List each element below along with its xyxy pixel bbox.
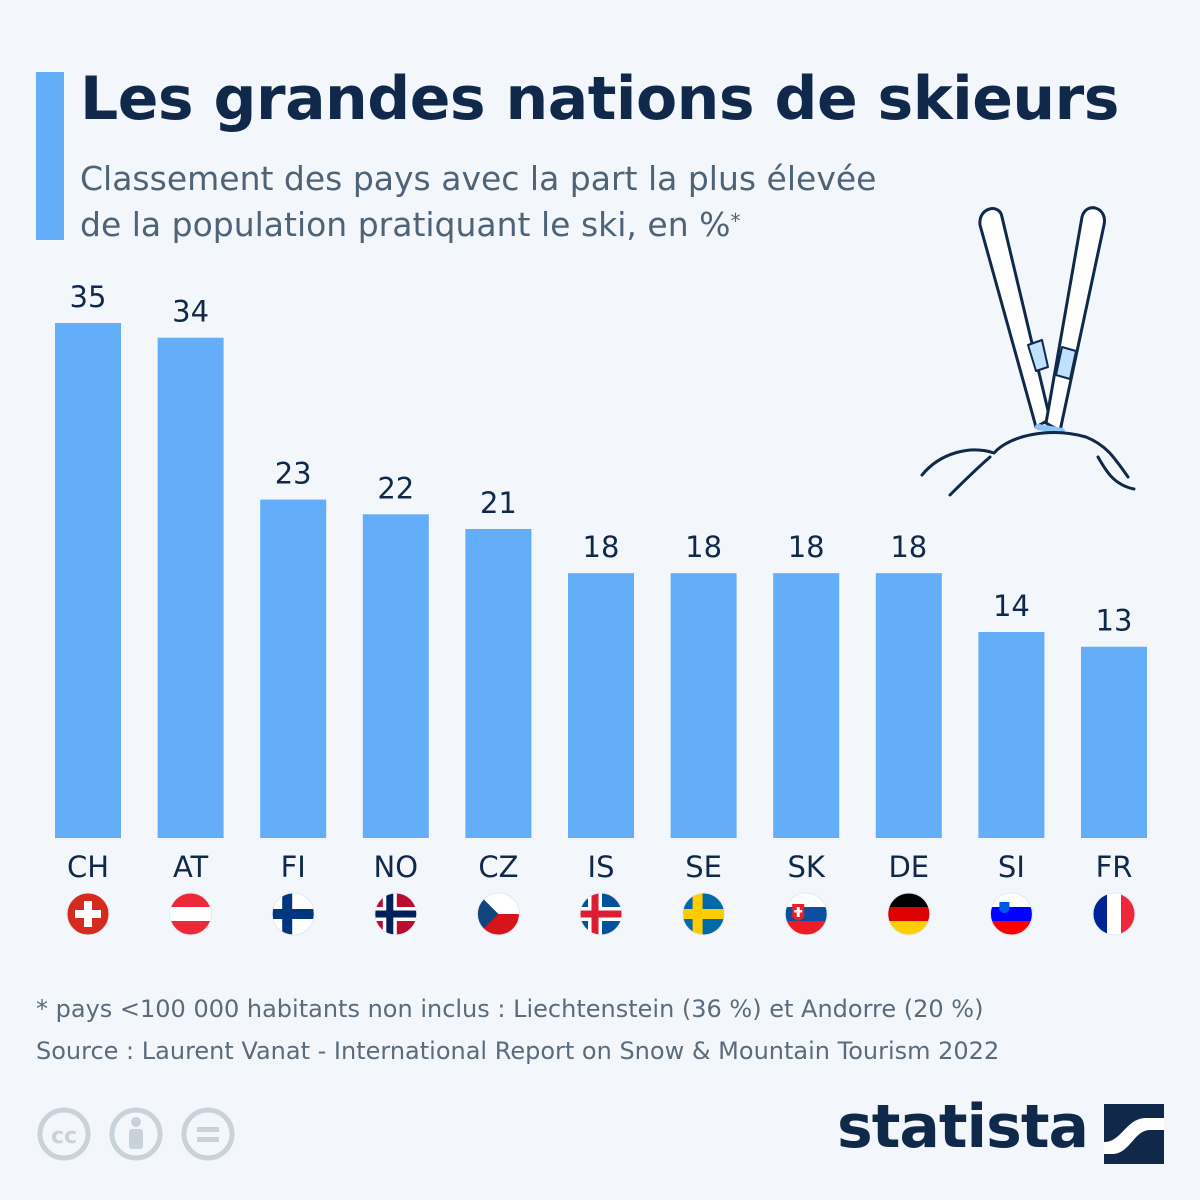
license-icons: cc xyxy=(37,1107,235,1161)
data-label-cz: 21 xyxy=(480,486,517,520)
data-label-no: 22 xyxy=(377,471,414,505)
bar-at xyxy=(157,337,224,838)
statista-wordmark[interactable]: statista xyxy=(836,1092,1089,1162)
data-label-de: 18 xyxy=(890,530,927,564)
flag-austria-icon xyxy=(169,892,213,936)
subtitle-line-2: de la population pratiquant le ski, en %… xyxy=(80,202,980,248)
data-label-at: 34 xyxy=(172,295,209,329)
bar-no xyxy=(362,514,429,838)
svg-text:cc: cc xyxy=(51,1124,77,1149)
data-label-fr: 13 xyxy=(1096,604,1133,638)
bar-si xyxy=(978,632,1045,838)
flag-iceland-icon xyxy=(579,892,623,936)
page-title: Les grandes nations de skieurs xyxy=(80,64,1119,134)
tick-label-se: SE xyxy=(685,850,722,884)
tick-label-ch: CH xyxy=(67,850,109,884)
bar-is xyxy=(568,573,634,838)
flag-norway-icon xyxy=(374,892,418,936)
cc-icon[interactable]: cc xyxy=(37,1107,91,1161)
footnote-block: * pays <100 000 habitants non inclus : L… xyxy=(36,988,1176,1072)
tick-label-at: AT xyxy=(173,850,209,884)
bar-cz xyxy=(465,529,532,838)
flag-sweden-icon xyxy=(682,892,726,936)
tick-label-sk: SK xyxy=(787,850,825,884)
subtitle-line-1: Classement des pays avec la part la plus… xyxy=(80,159,877,198)
flag-slovakia-icon xyxy=(784,892,828,936)
attribution-icon[interactable] xyxy=(109,1107,163,1161)
statista-logo-icon[interactable] xyxy=(1104,1104,1164,1164)
bar-se xyxy=(670,573,737,838)
flag-switzerland-icon xyxy=(66,892,110,936)
data-label-is: 18 xyxy=(583,530,620,564)
bar-de xyxy=(875,573,942,838)
tick-label-si: SI xyxy=(998,850,1025,884)
footnote-note: * pays <100 000 habitants non inclus : L… xyxy=(36,995,984,1023)
flag-germany-icon xyxy=(887,892,931,936)
data-label-sk: 18 xyxy=(788,530,825,564)
data-label-si: 14 xyxy=(993,589,1030,623)
tick-label-no: NO xyxy=(374,850,419,884)
tick-label-cz: CZ xyxy=(478,850,518,884)
page-subtitle: Classement des pays avec la part la plus… xyxy=(80,156,980,248)
data-label-ch: 35 xyxy=(70,280,107,314)
bar-fr xyxy=(1081,646,1147,838)
subtitle-line-2-text: de la population pratiquant le ski, en % xyxy=(80,205,731,244)
no-derivatives-icon[interactable] xyxy=(181,1107,235,1161)
bar-ch xyxy=(55,323,121,838)
bar-fi xyxy=(260,499,327,838)
flag-finland-icon xyxy=(271,892,315,936)
flag-france-icon xyxy=(1092,892,1136,936)
data-label-fi: 23 xyxy=(275,457,312,491)
title-accent-bar xyxy=(36,72,64,240)
tick-label-de: DE xyxy=(888,850,929,884)
bar-sk xyxy=(773,573,840,838)
footnote-marker: * xyxy=(730,209,741,233)
ski-illustration xyxy=(920,206,1136,497)
tick-label-fi: FI xyxy=(281,850,306,884)
bar-chart: 35 CH 34 AT 23 FI 22 NO 21 CZ 18 IS 18 SE 18 SK 18 DE 14 SI… xyxy=(55,280,1147,936)
data-label-se: 18 xyxy=(685,530,722,564)
tick-label-fr: FR xyxy=(1096,850,1133,884)
footnote-source: Source : Laurent Vanat - International R… xyxy=(36,1037,1000,1065)
tick-label-is: IS xyxy=(588,850,615,884)
flag-slovenia-icon xyxy=(989,892,1033,936)
flag-czechia-icon xyxy=(476,892,520,936)
